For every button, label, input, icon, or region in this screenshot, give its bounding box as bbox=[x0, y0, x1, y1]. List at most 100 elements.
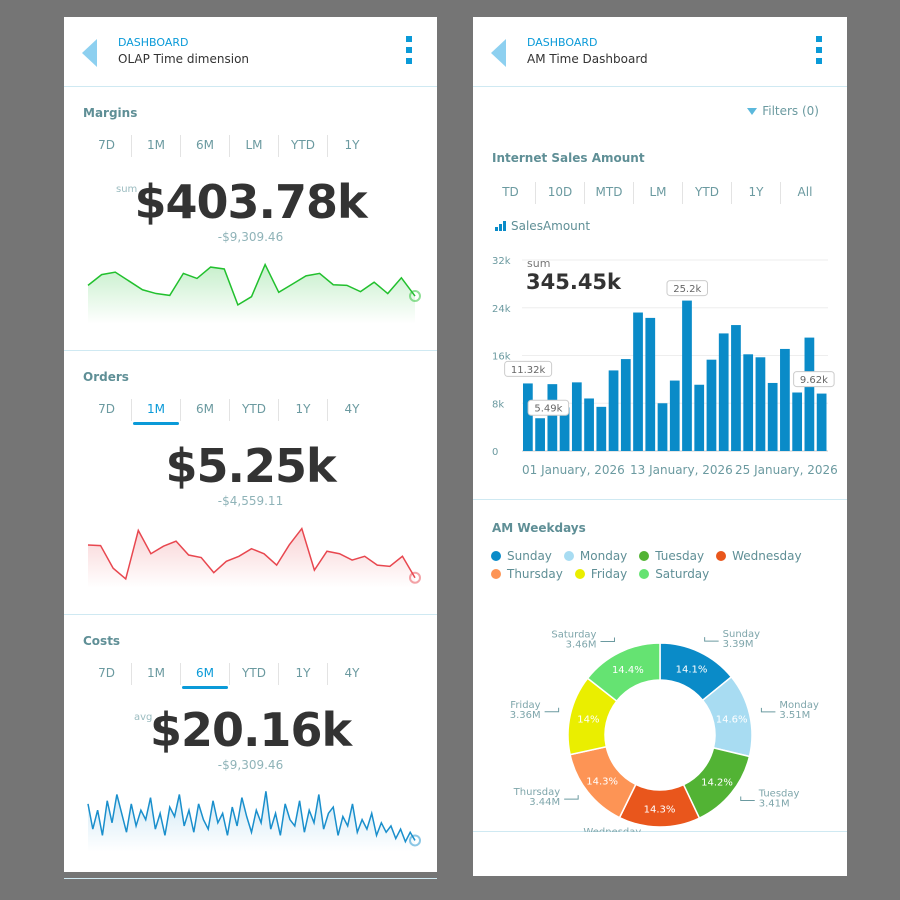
tab-1m[interactable]: 1M bbox=[131, 399, 180, 425]
leader-line bbox=[740, 796, 755, 802]
bar[interactable] bbox=[584, 398, 594, 451]
tab-1y[interactable]: 1Y bbox=[278, 399, 327, 421]
bar[interactable] bbox=[571, 382, 582, 451]
bar[interactable] bbox=[669, 380, 680, 451]
last-point-marker[interactable] bbox=[409, 290, 421, 303]
tab-10d[interactable]: 10D bbox=[535, 182, 584, 204]
bar[interactable] bbox=[804, 337, 815, 451]
tab-7d[interactable]: 7D bbox=[98, 138, 115, 152]
funnel-icon bbox=[747, 107, 758, 115]
back-arrow-icon[interactable] bbox=[82, 39, 97, 67]
tab-1y[interactable]: 1Y bbox=[278, 663, 327, 685]
tab-lm[interactable]: LM bbox=[229, 135, 278, 157]
legend-item-monday[interactable]: Monday bbox=[563, 549, 627, 563]
slice-percent: 14.1% bbox=[676, 665, 708, 676]
bar[interactable] bbox=[706, 359, 717, 451]
data-label-box bbox=[793, 371, 835, 388]
slice-value-label: 3.41M bbox=[759, 799, 790, 810]
metric-delta: -$9,309.46 bbox=[217, 230, 284, 244]
breadcrumb[interactable]: DASHBOARD bbox=[527, 36, 598, 49]
bar[interactable] bbox=[718, 333, 729, 451]
tab-6m[interactable]: 6M bbox=[180, 135, 229, 157]
slice-saturday[interactable] bbox=[586, 642, 661, 703]
last-point-marker[interactable] bbox=[409, 834, 421, 847]
slice-value-label: 3.36M bbox=[510, 710, 541, 721]
back-arrow-icon[interactable] bbox=[491, 39, 506, 67]
legend-item-friday[interactable]: Friday bbox=[574, 567, 627, 581]
slice-name-label: Tuesday bbox=[758, 789, 800, 800]
period-tabs: TD 10D MTD LM YTD 1Y All bbox=[486, 182, 829, 204]
tab-all[interactable]: All bbox=[780, 182, 829, 204]
filters-button[interactable]: Filters (0) bbox=[747, 104, 819, 118]
tab-4y[interactable]: 4Y bbox=[327, 399, 376, 421]
tab-td[interactable]: TD bbox=[502, 185, 519, 199]
y-tick-label: 24k bbox=[492, 304, 511, 315]
bar[interactable] bbox=[620, 359, 631, 451]
tab-7d[interactable]: 7D bbox=[98, 402, 115, 416]
more-menu-icon[interactable] bbox=[816, 36, 822, 69]
bar[interactable] bbox=[731, 325, 741, 451]
breadcrumb[interactable]: DASHBOARD bbox=[118, 36, 189, 49]
tab-6m[interactable]: 6M bbox=[180, 399, 229, 421]
bar[interactable] bbox=[792, 392, 803, 451]
tab-1y[interactable]: 1Y bbox=[731, 182, 780, 204]
bar[interactable] bbox=[780, 348, 790, 451]
tab-4y[interactable]: 4Y bbox=[327, 663, 376, 685]
more-menu-icon[interactable] bbox=[406, 36, 412, 69]
tab-ytd[interactable]: YTD bbox=[278, 135, 327, 157]
bar[interactable] bbox=[596, 406, 607, 451]
bar[interactable] bbox=[645, 317, 656, 451]
slice-percent: 14.4% bbox=[612, 665, 644, 676]
tab-1m[interactable]: 1M bbox=[131, 135, 180, 157]
widget-title: AM Weekdays bbox=[492, 521, 586, 535]
bar[interactable] bbox=[755, 357, 766, 451]
period-tabs: 7D 1M 6M LM YTD 1Y bbox=[82, 135, 376, 157]
legend-item-wednesday[interactable]: Wednesday bbox=[716, 549, 802, 563]
total-value: 345.45k bbox=[526, 270, 622, 294]
widget-title: Internet Sales Amount bbox=[492, 151, 645, 165]
data-label: 25.2k bbox=[673, 284, 701, 295]
bar[interactable] bbox=[816, 393, 827, 451]
bar[interactable] bbox=[682, 300, 692, 451]
legend-item-saturday[interactable]: Saturday bbox=[639, 567, 709, 581]
legend-item-thursday[interactable]: Thursday bbox=[491, 567, 563, 581]
sparkline bbox=[87, 526, 421, 588]
tab-lm[interactable]: LM bbox=[633, 182, 682, 204]
tab-mtd[interactable]: MTD bbox=[584, 182, 633, 204]
sparkline-line bbox=[87, 262, 416, 306]
bar[interactable] bbox=[743, 354, 754, 451]
sparkline-area bbox=[88, 791, 415, 852]
slice-name-label: Saturday bbox=[551, 629, 596, 640]
tab-ytd[interactable]: YTD bbox=[682, 182, 731, 204]
series-legend[interactable]: SalesAmount bbox=[495, 219, 590, 233]
legend-item-sunday[interactable]: Sunday bbox=[491, 549, 552, 563]
bar[interactable] bbox=[694, 384, 705, 451]
legend-dot-icon bbox=[491, 551, 501, 561]
bar[interactable] bbox=[767, 382, 778, 451]
bar[interactable] bbox=[559, 407, 570, 451]
slice-name-label: Wednesday bbox=[583, 827, 641, 832]
tab-ytd[interactable]: YTD bbox=[229, 399, 278, 421]
metric-value: $403.78k bbox=[134, 175, 367, 229]
bar[interactable] bbox=[633, 312, 643, 451]
slice-percent: 14.6% bbox=[716, 715, 748, 726]
tab-ytd[interactable]: YTD bbox=[229, 663, 278, 685]
tab-1y[interactable]: 1Y bbox=[327, 135, 376, 157]
tab-1m[interactable]: 1M bbox=[131, 663, 180, 685]
data-label: 11.32k bbox=[511, 365, 546, 376]
bar[interactable] bbox=[657, 403, 668, 451]
aggregate-label: sum bbox=[116, 184, 138, 195]
tab-7d[interactable]: 7D bbox=[98, 666, 115, 680]
bar[interactable] bbox=[608, 370, 619, 451]
slice-percent: 14.2% bbox=[701, 777, 733, 788]
series-label: SalesAmount bbox=[511, 219, 591, 233]
page-title: AM Time Dashboard bbox=[527, 52, 648, 66]
bar[interactable] bbox=[523, 383, 533, 451]
aggregate-label: sum bbox=[527, 257, 551, 270]
bar[interactable] bbox=[535, 418, 545, 451]
tab-6m[interactable]: 6M bbox=[180, 663, 229, 689]
legend-item-tuesday[interactable]: Tuesday bbox=[639, 549, 704, 563]
bar[interactable] bbox=[547, 384, 558, 451]
last-point-marker[interactable] bbox=[409, 571, 421, 584]
